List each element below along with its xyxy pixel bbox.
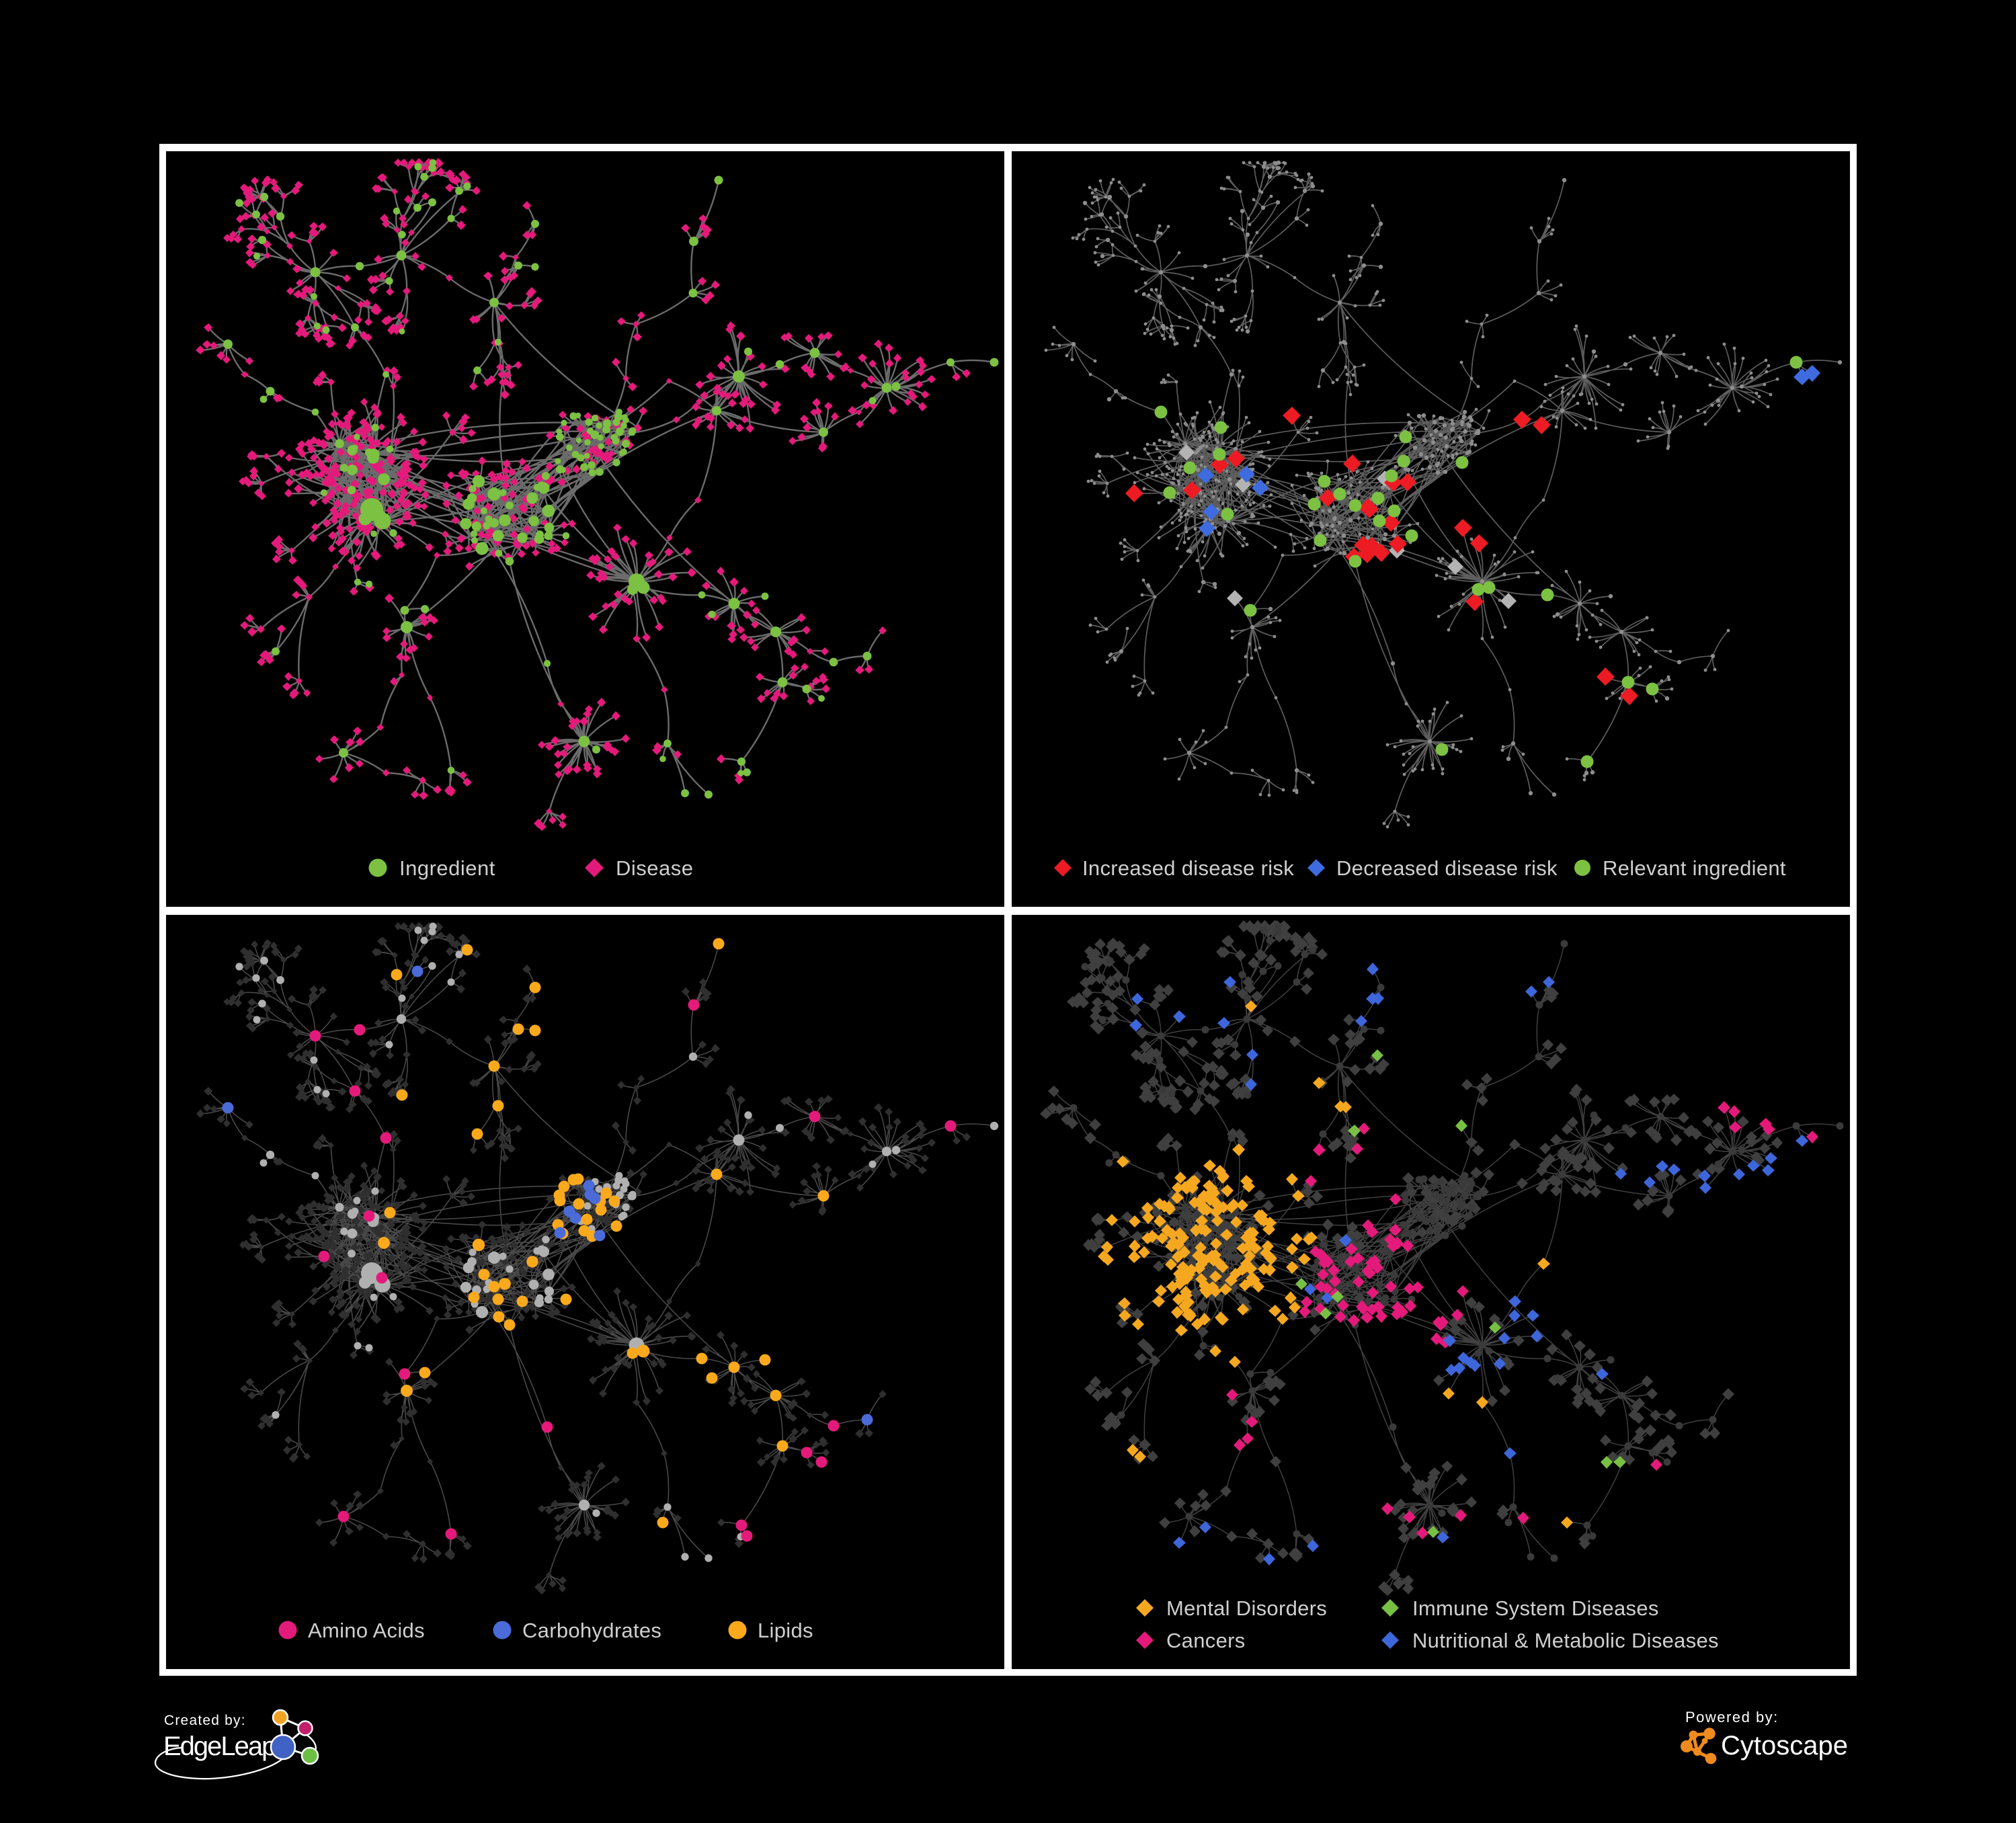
svg-text:Decreased disease risk: Decreased disease risk [1336, 856, 1558, 880]
svg-text:Nutritional & Metabolic Diseas: Nutritional & Metabolic Diseases [1412, 1629, 1719, 1652]
svg-text:Lipids: Lipids [758, 1619, 813, 1642]
svg-text:Powered by:: Powered by: [1685, 1709, 1779, 1726]
svg-text:Immune System Diseases: Immune System Diseases [1412, 1596, 1659, 1620]
svg-text:Mental Disorders: Mental Disorders [1166, 1596, 1327, 1620]
svg-text:Ingredient: Ingredient [399, 856, 495, 880]
svg-text:Cytoscape: Cytoscape [1721, 1731, 1848, 1760]
svg-text:Created by:: Created by: [164, 1713, 246, 1728]
svg-text:Carbohydrates: Carbohydrates [522, 1619, 661, 1642]
svg-text:Cancers: Cancers [1166, 1629, 1246, 1652]
svg-text:Increased disease risk: Increased disease risk [1082, 856, 1294, 880]
svg-text:EdgeLeap: EdgeLeap [163, 1732, 276, 1761]
svg-text:Relevant ingredient: Relevant ingredient [1603, 856, 1786, 880]
svg-text:Amino Acids: Amino Acids [308, 1619, 425, 1642]
svg-text:Disease: Disease [616, 856, 694, 880]
